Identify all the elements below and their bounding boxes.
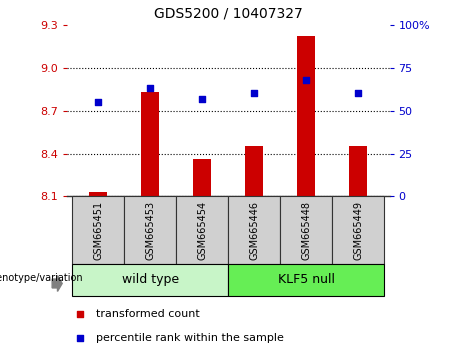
Bar [245,147,263,196]
Text: KLF5 null: KLF5 null [278,273,335,286]
Bar [280,196,332,264]
Bar [89,192,107,196]
Bar [124,196,176,264]
Text: GSM665449: GSM665449 [353,201,363,259]
Point [147,85,154,91]
Bar [72,196,124,264]
Bar [332,196,384,264]
Point [302,77,310,82]
Bar [176,196,228,264]
Point [250,91,258,96]
Point [355,91,362,96]
Text: wild type: wild type [122,273,179,286]
FancyArrow shape [52,275,62,291]
Title: GDS5200 / 10407327: GDS5200 / 10407327 [154,7,302,21]
Text: GSM665446: GSM665446 [249,201,259,259]
Bar [141,92,159,196]
Text: GSM665451: GSM665451 [93,200,103,260]
Point [76,311,83,316]
Text: transformed count: transformed count [96,308,200,319]
Bar [228,264,384,296]
Bar [193,159,211,196]
Bar [228,196,280,264]
Point [199,96,206,102]
Text: GSM665454: GSM665454 [197,200,207,260]
Text: percentile rank within the sample: percentile rank within the sample [96,333,284,343]
Point [95,99,102,105]
Text: GSM665453: GSM665453 [145,200,155,260]
Text: genotype/variation: genotype/variation [0,273,83,283]
Bar [72,264,228,296]
Bar [297,36,315,196]
Point [76,335,83,341]
Text: GSM665448: GSM665448 [301,201,311,259]
Bar [349,147,367,196]
